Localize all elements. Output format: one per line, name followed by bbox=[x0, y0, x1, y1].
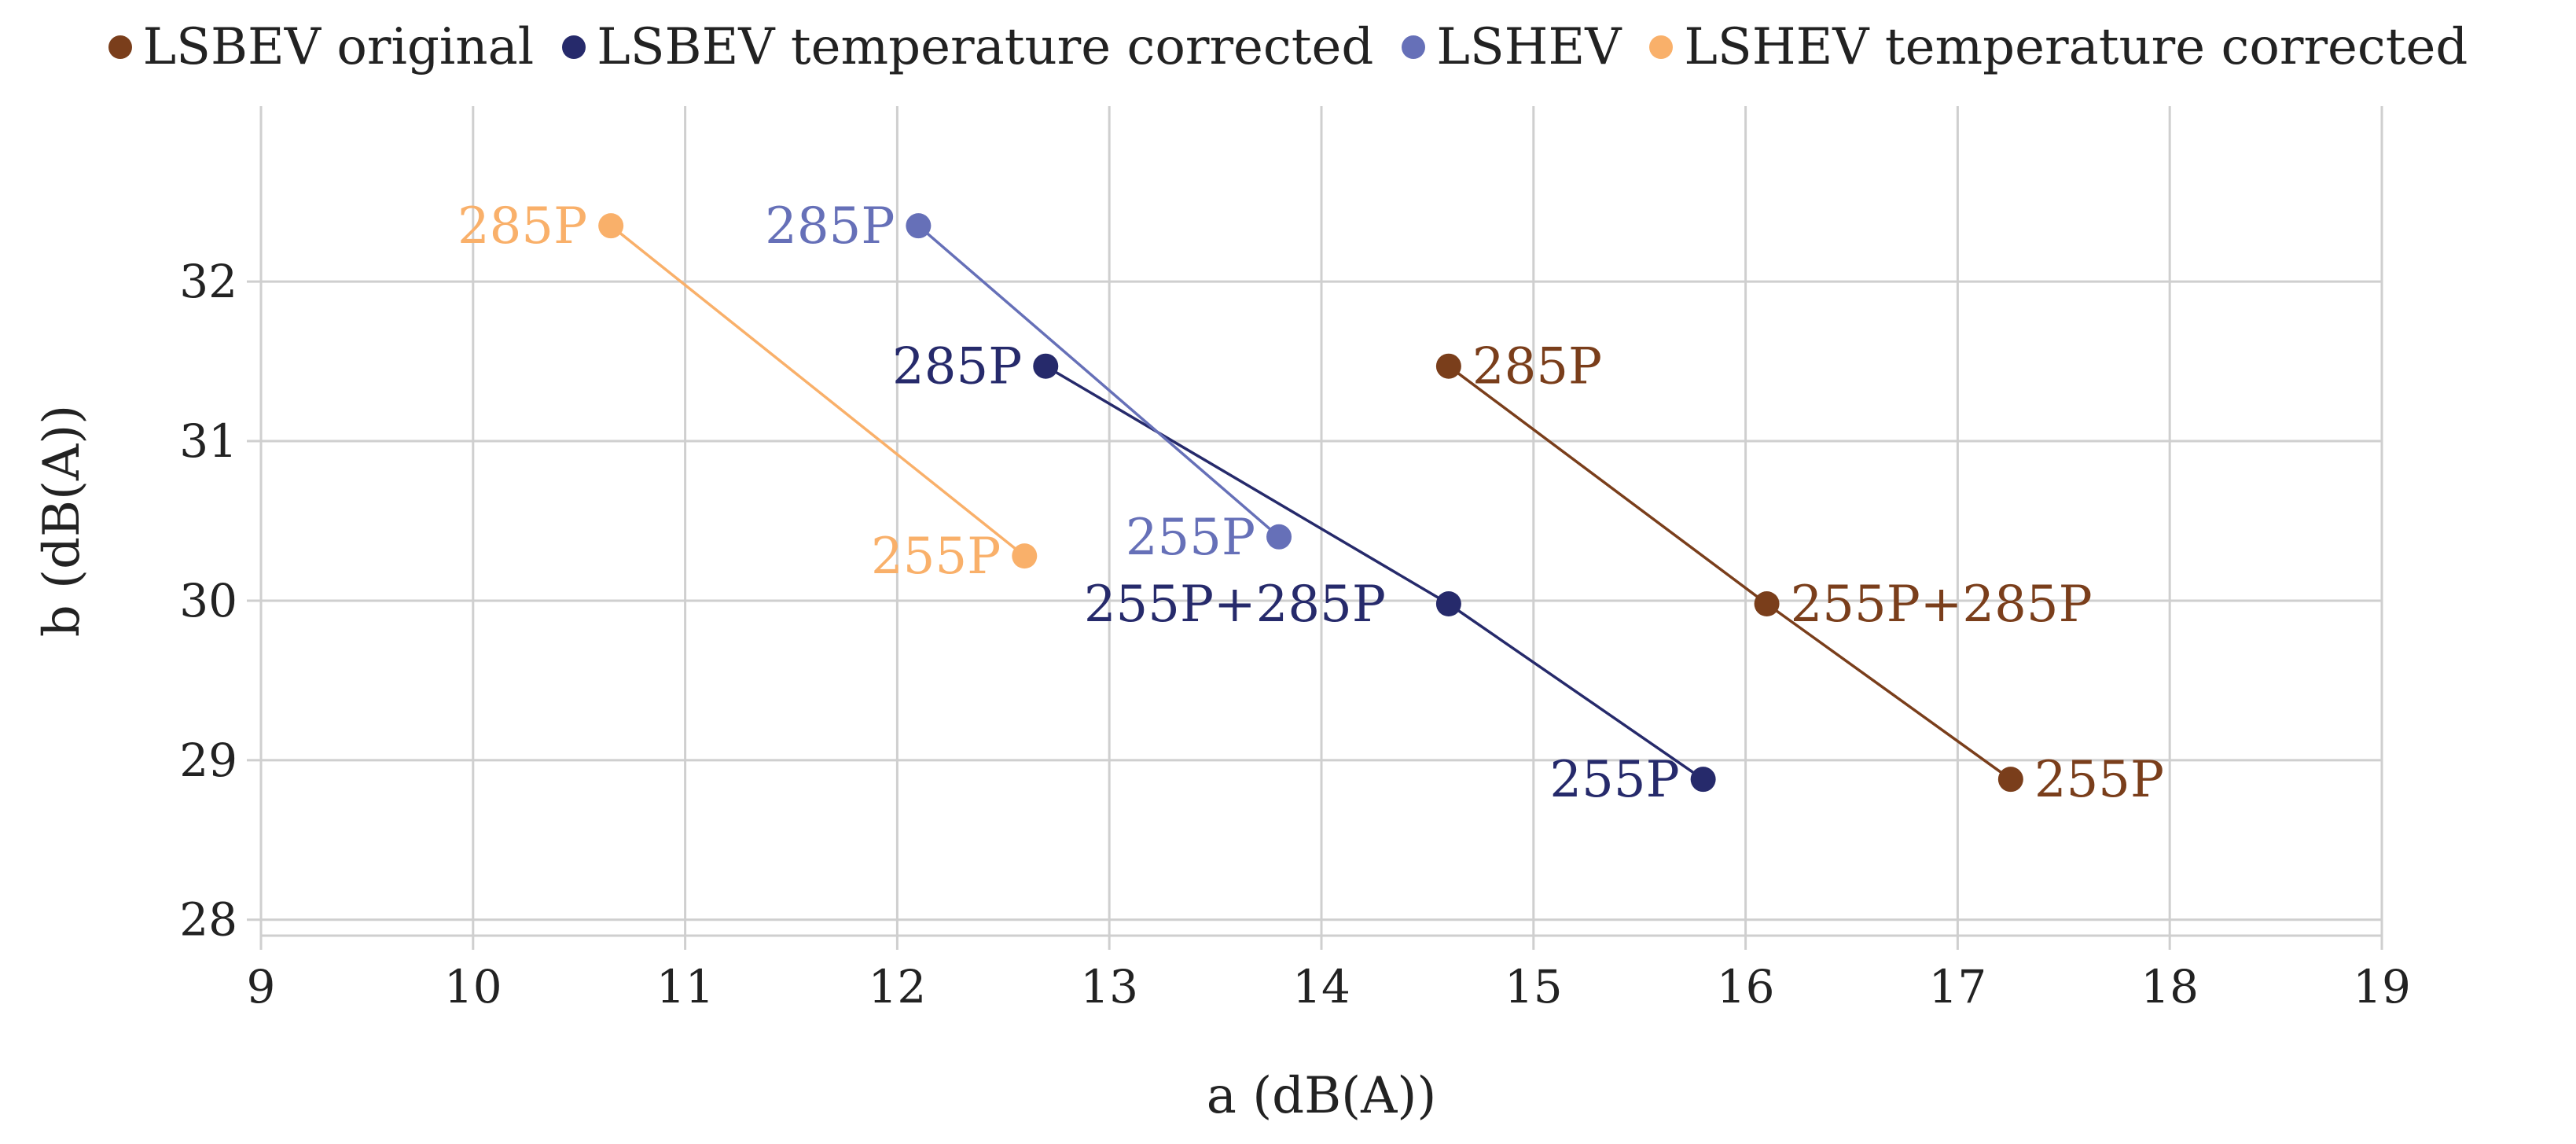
x-tick-label: 16 bbox=[1717, 960, 1775, 1013]
x-tick-label: 17 bbox=[1928, 960, 1986, 1013]
axis-ticks: 9 10 11 12 13 14 15 16 17 18 19 28 29 30 31 32 bbox=[179, 255, 2411, 1013]
legend-label: LSHEV temperature corrected bbox=[1684, 18, 2468, 76]
point-label: 255P+285P bbox=[1791, 576, 2093, 634]
point-label: 255P bbox=[2034, 751, 2164, 809]
point-label: 255P bbox=[871, 528, 1001, 586]
legend-item-lsbev-original: LSBEV original bbox=[108, 18, 535, 76]
legend-swatch bbox=[562, 35, 586, 59]
series-lines bbox=[610, 224, 2012, 781]
grid bbox=[247, 106, 2383, 950]
point-label: 255P bbox=[1549, 751, 1679, 809]
point-label: 285P bbox=[1472, 338, 1602, 396]
legend: LSBEV original LSBEV temperature correct… bbox=[0, 8, 2576, 86]
x-tick-label: 14 bbox=[1292, 960, 1350, 1013]
x-tick-label: 15 bbox=[1505, 960, 1563, 1013]
x-axis-label: a (dB(A)) bbox=[1207, 1067, 1437, 1125]
legend-label: LSBEV original bbox=[142, 18, 535, 76]
data-point bbox=[598, 213, 624, 239]
point-label: 255P+285P bbox=[1084, 576, 1386, 634]
data-points bbox=[598, 213, 2023, 793]
point-label: 285P bbox=[892, 338, 1022, 396]
legend-swatch bbox=[1402, 35, 1426, 59]
data-point bbox=[1012, 543, 1038, 569]
x-tick-label: 12 bbox=[868, 960, 926, 1013]
y-tick-label: 30 bbox=[179, 574, 237, 627]
data-point bbox=[1435, 353, 1461, 379]
legend-item-lsbev-temperature-corrected: LSBEV temperature corrected bbox=[562, 18, 1373, 76]
x-tick-label: 9 bbox=[247, 960, 276, 1013]
series-line bbox=[1045, 365, 1704, 781]
y-axis-label: b (dB(A)) bbox=[33, 405, 91, 637]
y-tick-label: 28 bbox=[179, 893, 237, 947]
legend-swatch bbox=[108, 35, 132, 59]
legend-label: LSBEV temperature corrected bbox=[597, 18, 1374, 76]
point-label: 255P bbox=[1126, 509, 1255, 567]
data-point bbox=[906, 213, 932, 239]
data-point bbox=[1997, 767, 2023, 793]
data-point bbox=[1435, 591, 1461, 616]
y-tick-label: 32 bbox=[179, 255, 237, 308]
legend-label: LSHEV bbox=[1436, 18, 1622, 76]
point-label: 285P bbox=[765, 197, 895, 256]
data-point bbox=[1754, 591, 1780, 616]
legend-item-lshev-temperature-corrected: LSHEV temperature corrected bbox=[1649, 18, 2468, 76]
series-line bbox=[917, 224, 1281, 539]
series-line bbox=[610, 224, 1026, 557]
y-tick-label: 31 bbox=[179, 414, 237, 468]
legend-swatch bbox=[1649, 35, 1674, 59]
x-tick-label: 18 bbox=[2141, 960, 2199, 1013]
point-label: 285P bbox=[458, 197, 587, 256]
y-tick-label: 29 bbox=[179, 734, 237, 787]
data-point bbox=[1033, 353, 1059, 379]
legend-item-lshev: LSHEV bbox=[1402, 18, 1621, 76]
data-point bbox=[1690, 767, 1716, 793]
x-tick-label: 19 bbox=[2353, 960, 2411, 1013]
x-tick-label: 11 bbox=[656, 960, 715, 1013]
x-tick-label: 10 bbox=[444, 960, 502, 1013]
data-point bbox=[1266, 524, 1292, 550]
x-tick-label: 13 bbox=[1080, 960, 1138, 1013]
point-labels: 285P 255P+285P 255P 285P 255P+285P 255P 285P 25… bbox=[458, 197, 2164, 809]
